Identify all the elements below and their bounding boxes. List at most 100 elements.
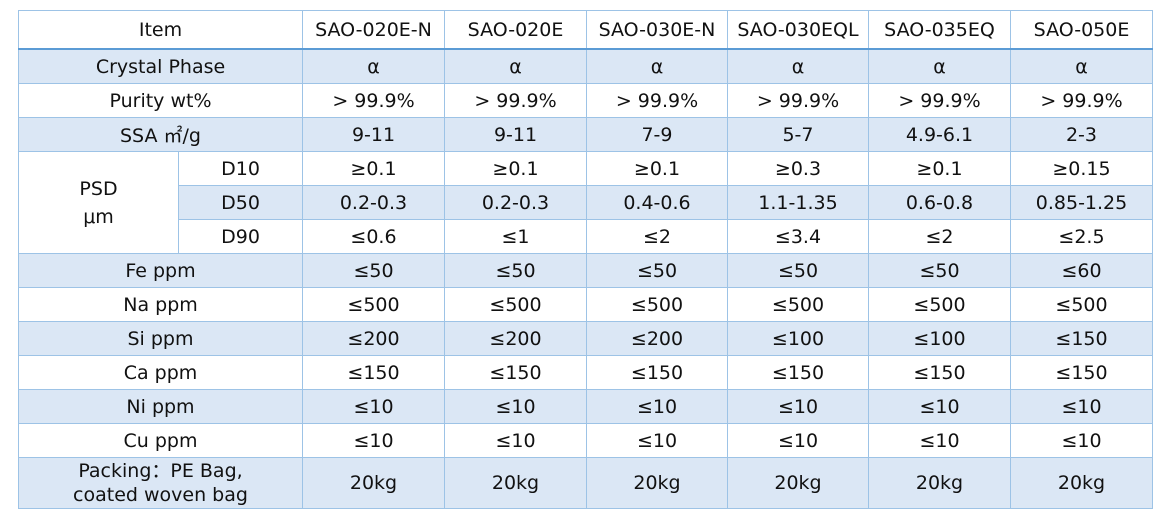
cell-value: ≤3.4 (727, 219, 869, 254)
cell-value: α (1010, 48, 1153, 84)
cell-value: ≤150 (1010, 321, 1153, 356)
cell-value: ≤10 (1010, 423, 1153, 458)
cell-value: > 99.9% (727, 83, 869, 118)
cell-value: α (444, 48, 587, 84)
row-na: Na ppm ≤500 ≤500 ≤500 ≤500 ≤500 ≤500 (18, 287, 1153, 322)
cell-value: ≥0.15 (1010, 151, 1153, 186)
row-label: Ca ppm (18, 355, 303, 390)
row-psd-d50: D50 0.2-0.3 0.2-0.3 0.4-0.6 1.1-1.35 0.6… (19, 185, 1153, 220)
cell-value: ≤500 (868, 287, 1011, 322)
psd-label-line2: μm (83, 205, 114, 228)
row-packing: Packing：PE Bag, coated woven bag 20kg 20… (18, 457, 1153, 509)
psd-label: PSD μm (18, 151, 179, 254)
row-label: SSA ㎡/g (18, 117, 303, 152)
cell-value: ≤500 (727, 287, 869, 322)
cell-value: ≤150 (1010, 355, 1153, 390)
cell-value: 20kg (586, 457, 728, 509)
packing-label-line1: Packing：PE Bag, (78, 460, 243, 482)
cell-value: ≤10 (302, 423, 445, 458)
cell-value: ≤150 (727, 355, 869, 390)
cell-value: ≤10 (444, 423, 587, 458)
header-product: SAO-020E-N (302, 10, 445, 50)
row-fe: Fe ppm ≤50 ≤50 ≤50 ≤50 ≤50 ≤60 (18, 253, 1153, 288)
row-label: Si ppm (18, 321, 303, 356)
cell-value: ≤500 (302, 287, 445, 322)
header-product: SAO-030E-N (586, 10, 728, 50)
cell-value: 20kg (868, 457, 1011, 509)
cell-value: ≤50 (302, 253, 445, 288)
cell-value: ≤50 (444, 253, 587, 288)
row-label: Cu ppm (18, 423, 303, 458)
cell-value: ≤150 (444, 355, 587, 390)
cell-value: 2-3 (1010, 117, 1153, 152)
cell-value: α (868, 48, 1011, 84)
cell-value: ≤2.5 (1010, 219, 1153, 254)
cell-value: > 99.9% (868, 83, 1011, 118)
cell-value: ≤2 (868, 219, 1011, 254)
header-product: SAO-035EQ (868, 10, 1011, 50)
row-crystal-phase: Crystal Phase α α α α α α (18, 48, 1153, 84)
row-label: Na ppm (18, 287, 303, 322)
cell-value: 9-11 (302, 117, 445, 152)
cell-value: ≤10 (586, 423, 728, 458)
cell-value: ≥0.1 (868, 151, 1011, 186)
row-psd-d90: D90 ≤0.6 ≤1 ≤2 ≤3.4 ≤2 ≤2.5 (19, 219, 1153, 254)
cell-value: 0.2-0.3 (302, 185, 445, 220)
cell-value: ≤10 (444, 389, 587, 424)
cell-value: ≤100 (868, 321, 1011, 356)
row-ni: Ni ppm ≤10 ≤10 ≤10 ≤10 ≤10 ≤10 (18, 389, 1153, 424)
cell-value: ≥0.1 (444, 151, 587, 186)
cell-value: 20kg (1010, 457, 1153, 509)
cell-value: 4.9-6.1 (868, 117, 1011, 152)
cell-value: ≤10 (727, 389, 869, 424)
cell-value: ≤50 (727, 253, 869, 288)
cell-value: ≤50 (868, 253, 1011, 288)
cell-value: > 99.9% (302, 83, 445, 118)
cell-value: 20kg (302, 457, 445, 509)
cell-value: ≤10 (727, 423, 869, 458)
cell-value: 1.1-1.35 (727, 185, 869, 220)
cell-value: ≤200 (586, 321, 728, 356)
cell-value: 0.4-0.6 (586, 185, 728, 220)
psd-sub-label: D50 (178, 185, 303, 220)
cell-value: 9-11 (444, 117, 587, 152)
header-product: SAO-020E (444, 10, 587, 50)
row-label: Ni ppm (18, 389, 303, 424)
cell-value: ≤200 (302, 321, 445, 356)
row-cu: Cu ppm ≤10 ≤10 ≤10 ≤10 ≤10 ≤10 (18, 423, 1153, 458)
cell-value: 20kg (727, 457, 869, 509)
psd-sub-label: D90 (178, 219, 303, 254)
cell-value: ≥0.1 (302, 151, 445, 186)
row-psd-d10: PSD μm D10 ≥0.1 ≥0.1 ≥0.1 ≥0.3 ≥0.1 ≥0.1… (18, 151, 1153, 254)
cell-value: 0.6-0.8 (868, 185, 1011, 220)
cell-value: 0.85-1.25 (1010, 185, 1153, 220)
cell-value: > 99.9% (444, 83, 587, 118)
header-row: Item SAO-020E-N SAO-020E SAO-030E-N SAO-… (18, 10, 1153, 50)
cell-value: ≤10 (586, 389, 728, 424)
cell-value: ≤500 (444, 287, 587, 322)
psd-sub-label: D10 (178, 151, 303, 186)
cell-value: 0.2-0.3 (444, 185, 587, 220)
cell-value: ≤150 (868, 355, 1011, 390)
cell-value: ≤10 (868, 423, 1011, 458)
row-ssa: SSA ㎡/g 9-11 9-11 7-9 5-7 4.9-6.1 2-3 (18, 117, 1153, 152)
cell-value: ≤50 (586, 253, 728, 288)
cell-value: ≤100 (727, 321, 869, 356)
cell-value: ≤10 (1010, 389, 1153, 424)
header-item: Item (18, 10, 303, 50)
cell-value: ≤10 (868, 389, 1011, 424)
row-si: Si ppm ≤200 ≤200 ≤200 ≤100 ≤100 ≤150 (18, 321, 1153, 356)
cell-value: α (727, 48, 869, 84)
cell-value: > 99.9% (586, 83, 728, 118)
cell-value: ≥0.1 (586, 151, 728, 186)
spec-table: Item SAO-020E-N SAO-020E SAO-030E-N SAO-… (18, 10, 1153, 509)
cell-value: > 99.9% (1010, 83, 1153, 118)
cell-value: 5-7 (727, 117, 869, 152)
header-product: SAO-030EQL (727, 10, 869, 50)
spec-table-container: Item SAO-020E-N SAO-020E SAO-030E-N SAO-… (18, 10, 1153, 509)
row-purity: Purity wt% > 99.9% > 99.9% > 99.9% > 99.… (18, 83, 1153, 118)
packing-label-line2: coated woven bag (73, 484, 248, 506)
row-label: Packing：PE Bag, coated woven bag (18, 457, 303, 509)
row-label: Fe ppm (18, 253, 303, 288)
cell-value: α (586, 48, 728, 84)
